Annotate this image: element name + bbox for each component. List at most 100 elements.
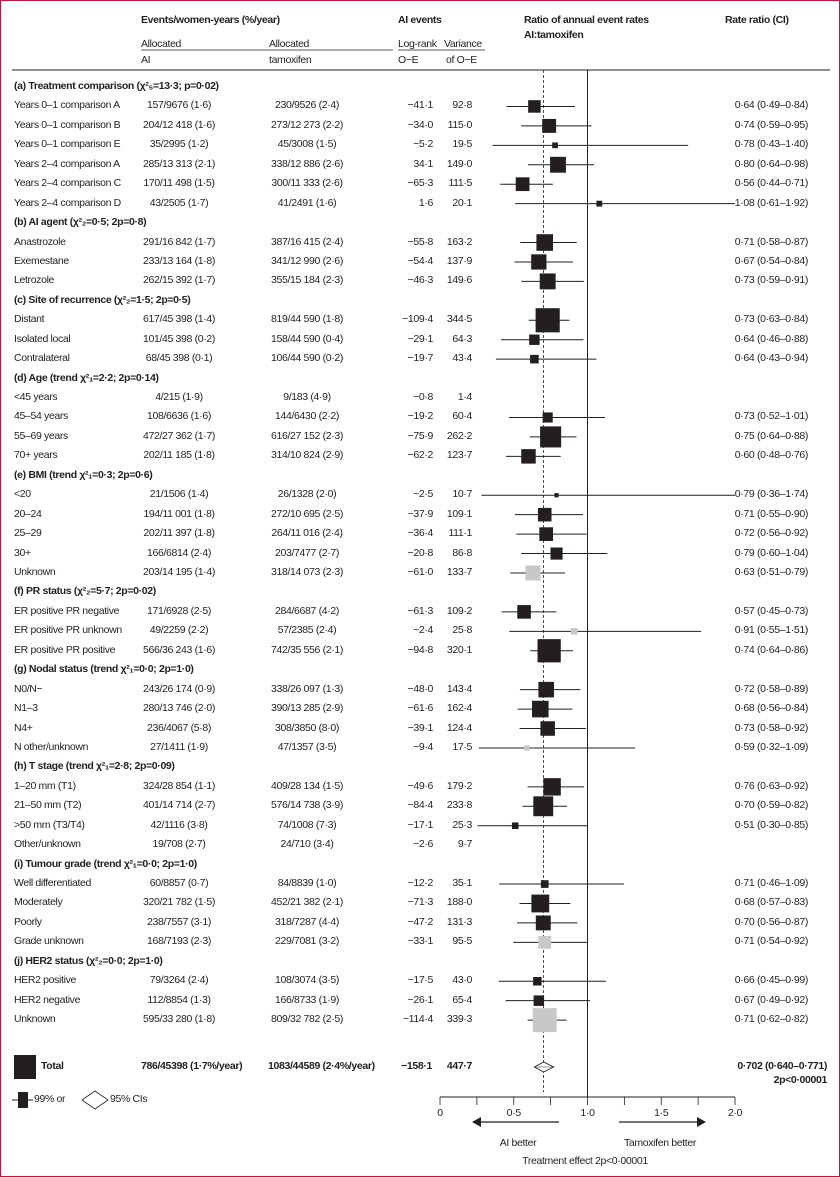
tamoxifen-events-cell: 819/44 590 (1·8) [270,313,344,326]
oe-cell: −109·4 [402,313,433,326]
ai-events-cell: 320/21 782 (1·5) [142,896,216,909]
variance-cell: 43·4 [452,352,472,365]
row-label: N other/unknown [14,740,89,753]
variance-cell: 124·4 [446,721,472,734]
plot-subheader: AI:tamoxifen [524,29,584,41]
ai-events-cell: 112/8854 (1·3) [147,993,211,1006]
variance-cell: 262·2 [446,429,472,442]
row-label: 55–69 years [14,429,68,442]
oe-cell: −71·3 [407,896,434,909]
var-col-header-2: of O−E [446,54,477,66]
rate-ratio-cell: 0·56 (0·44–0·71) [734,177,809,190]
variance-cell: 149·0 [446,157,472,170]
rate-ratio-cell: 0·72 (0·58–0·89) [734,682,809,695]
variance-cell: 86·8 [452,546,472,559]
tamoxifen-events-cell: 108/3074 (3·5) [275,974,339,987]
estimate-box [554,493,559,498]
ai-events-cell: 171/6928 (2·5) [147,604,211,617]
oe-cell: −48·0 [407,682,434,695]
rate-ratio-cell: 0·60 (0·48–0·76) [734,449,809,462]
ai-events-cell: 108/6636 (1·6) [147,410,211,423]
estimate-box [525,565,541,581]
rate-ratio-cell: 0·71 (0·54–0·92) [734,935,809,948]
estimate-box [533,796,554,817]
ai-events-cell: 168/7193 (2·3) [147,935,211,948]
rate-ratio-cell: 0·64 (0·49–0·84) [734,99,809,112]
oe-cell: −17·1 [407,818,434,831]
total-box [14,1055,36,1079]
ai-better-label: AI better [499,1137,537,1149]
ai-events-header: AI events [398,14,442,26]
oe-cell: −39·1 [407,721,434,734]
estimate-box [521,449,536,464]
oe-cell: −114·4 [402,1013,433,1026]
row-label: Years 2–4 comparison D [14,196,121,209]
row-label: Years 0–1 comparison B [14,118,121,131]
rate-ratio-cell: 0·74 (0·59–0·95) [734,118,809,131]
estimate-box [596,200,603,207]
ai-events-cell: 243/26 174 (0·9) [142,682,216,695]
rate-ratio-cell: 0·64 (0·43–0·94) [734,352,809,365]
row-label: Other/unknown [14,838,81,851]
estimate-box [529,334,540,345]
tamoxifen-events-cell: 387/16 415 (2·4) [270,235,344,248]
ai-better-arrowhead [472,1117,481,1127]
row-label: 21–50 mm (T2) [14,799,82,812]
tamoxifen-events-cell: 452/21 382 (2·1) [270,896,344,909]
var-col-header-1: Variance [444,38,482,50]
row-label: Anastrozole [14,235,66,248]
row-label: Years 0–1 comparison E [14,138,121,151]
tamoxifen-events-cell: 84/8839 (1·0) [277,877,337,890]
variance-cell: 123·7 [446,449,472,462]
oe-cell: −62·2 [407,449,434,462]
oe-cell: −41·1 [407,99,434,112]
tamoxifen-events-cell: 74/1008 (7·3) [277,818,337,831]
estimate-box [537,639,561,663]
tamoxifen-events-cell: 273/12 273 (2·2) [270,118,344,131]
variance-cell: 344·5 [446,313,472,326]
tamoxifen-events-cell: 264/11 016 (2·4) [271,527,343,540]
ai-events-cell: 203/14 195 (1·4) [142,566,216,578]
ai-events-cell: 291/16 842 (1·7) [142,235,216,248]
row-label: <45 years [14,391,58,404]
section-heading: (j) HER2 status (χ²₂=0·0; 2p=1·0) [14,954,163,967]
oe-cell: −75·9 [407,429,434,442]
variance-cell: 131·3 [446,915,472,928]
section-heading: (b) AI agent (χ²₂=0·5; 2p=0·8) [14,216,147,229]
estimate-box [528,100,541,113]
oe-cell: 1·6 [418,196,433,209]
rate-ratio-cell: 0·63 (0·51–0·79) [734,566,809,578]
rate-ratio-cell: 0·70 (0·56–0·87) [734,915,809,928]
tamoxifen-events-cell: 409/28 134 (1·5) [270,779,344,792]
variance-cell: 133·7 [446,566,472,578]
tamoxifen-better-label: Tamoxifen better [623,1137,697,1149]
tamoxifen-events-cell: 616/27 152 (2·3) [270,429,344,442]
ai-events-cell: 202/11 397 (1·8) [143,527,215,540]
oe-cell: −2·5 [413,488,433,501]
ai-events-cell: 617/45 398 (1·4) [142,313,216,326]
rate-ratio-cell: 0·71 (0·62–0·82) [734,1013,809,1026]
oe-col-header-1: Log-rank [398,38,437,50]
variance-cell: 43·0 [452,974,472,987]
variance-cell: 35·1 [452,877,472,890]
variance-cell: 320·1 [446,643,472,656]
ai-col-header-2: AI [141,54,151,66]
tamoxifen-events-cell: 57/2385 (2·4) [277,624,337,637]
section-heading: (g) Nodal status (trend χ²₁=0·0; 2p=1·0) [14,663,194,676]
ai-events-cell: 401/14 714 (2·7) [142,799,216,812]
ai-events-cell: 285/13 313 (2·1) [142,157,216,170]
variance-cell: 92·8 [452,99,472,112]
oe-cell: −12·2 [407,877,434,890]
tamoxifen-events-cell: 318/14 073 (2·3) [270,566,344,578]
ai-events-cell: 194/11 001 (1·8) [143,507,215,520]
row-label: ER positive PR unknown [14,624,122,637]
total-ai-events: 786/45398 (1·7%/year) [141,1060,243,1072]
tamoxifen-events-cell: 106/44 590 (0·2) [270,352,344,365]
tamoxifen-events-cell: 576/14 738 (3·9) [270,799,344,812]
x-tick-label: 0·5 [506,1107,521,1119]
legend-99-label: 99% or [34,1093,66,1105]
ai-events-cell: 60/8857 (0·7) [149,877,209,890]
estimate-box [511,822,519,829]
rate-ratio-cell: 0·76 (0·63–0·92) [734,779,809,792]
